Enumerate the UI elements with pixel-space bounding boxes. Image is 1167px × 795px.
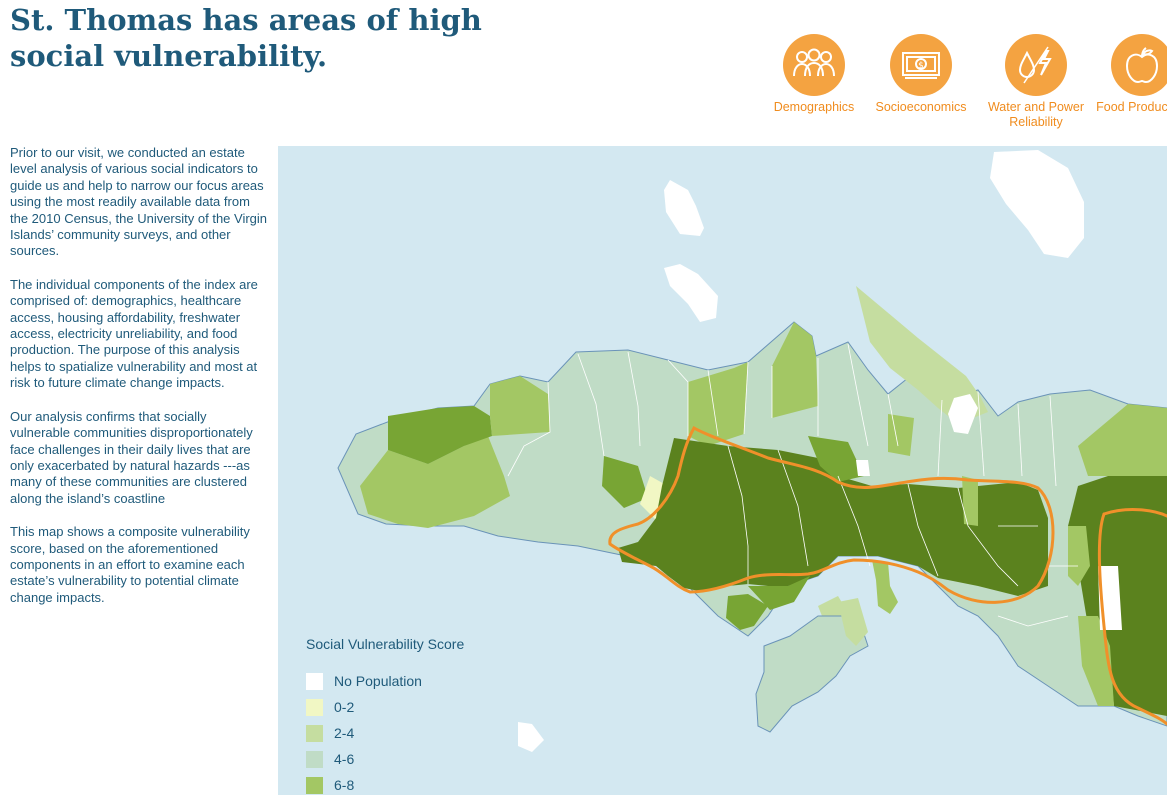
legend-label: 4-6 <box>334 751 355 767</box>
legend-item: No Population <box>306 668 464 694</box>
water-power-icon <box>1005 34 1067 96</box>
estate <box>360 436 510 528</box>
indicator-food: Food Production <box>1092 34 1167 115</box>
indicator-demographics: Demographics <box>770 34 858 115</box>
estate-boundaries <box>507 343 1078 627</box>
paragraph: The individual components of the index a… <box>10 276 258 391</box>
icon-label: Food Production <box>1096 100 1167 114</box>
legend-swatch <box>306 698 323 716</box>
legend-swatch <box>306 724 323 742</box>
icon-label: Water and Power Reliability <box>987 100 1085 129</box>
legend-swatch <box>306 776 323 794</box>
paragraph: This map shows a composite vulnerability… <box>10 524 250 605</box>
indicator-socioeconomics: $ Socioeconomics <box>873 34 969 115</box>
legend-label: 2-4 <box>334 725 355 741</box>
estate <box>1078 404 1167 476</box>
estate <box>490 376 550 436</box>
coastal-zone-outline <box>608 425 1167 726</box>
estate <box>748 576 810 610</box>
legend-item: 4-6 <box>306 746 464 772</box>
estate <box>888 414 914 456</box>
people-icon <box>783 34 845 96</box>
legend-swatch <box>306 672 323 690</box>
indicator-water-power: Water and Power Reliability <box>984 34 1088 130</box>
description: Prior to our visit, we conducted an esta… <box>10 145 268 623</box>
paragraph: Prior to our visit, we conducted an esta… <box>10 145 268 259</box>
legend-item: 0-2 <box>306 694 464 720</box>
vulnerability-map: Social Vulnerability Score No Population… <box>278 146 1167 795</box>
icon-label: Socioeconomics <box>875 100 967 114</box>
estate <box>772 322 818 418</box>
estate <box>856 460 870 476</box>
map-svg <box>337 150 1167 752</box>
estate <box>388 406 492 464</box>
legend: Social Vulnerability Score No Population… <box>306 636 464 795</box>
islet <box>838 598 868 646</box>
indicator-icons: Demographics $ Socioeconomics Water and … <box>770 34 1167 134</box>
island <box>664 180 704 236</box>
estate <box>808 436 864 482</box>
icon-label: Demographics <box>773 100 855 114</box>
legend-label: 0-2 <box>334 699 355 715</box>
islet <box>755 615 869 733</box>
legend-label: No Population <box>334 673 422 689</box>
island <box>990 150 1084 258</box>
legend-label: 6-8 <box>334 777 355 793</box>
svg-text:$: $ <box>918 61 924 71</box>
legend-swatch <box>306 750 323 768</box>
estate <box>948 394 978 434</box>
legend-item: 6-8 <box>306 772 464 795</box>
page-title: St. Thomas has areas of high social vuln… <box>10 3 482 73</box>
estate <box>726 594 768 630</box>
estate <box>602 456 648 508</box>
money-icon: $ <box>890 34 952 96</box>
estate <box>688 362 748 446</box>
islet <box>872 560 898 614</box>
island <box>664 264 718 322</box>
estate <box>962 476 978 526</box>
legend-title: Social Vulnerability Score <box>306 636 465 652</box>
estate <box>618 438 1048 596</box>
paragraph: Our analysis confirms that socially vuln… <box>10 408 253 506</box>
island <box>518 722 544 752</box>
legend-item: 2-4 <box>306 720 464 746</box>
apple-icon <box>1111 34 1167 96</box>
peninsula <box>856 286 988 424</box>
estate <box>1068 526 1090 586</box>
